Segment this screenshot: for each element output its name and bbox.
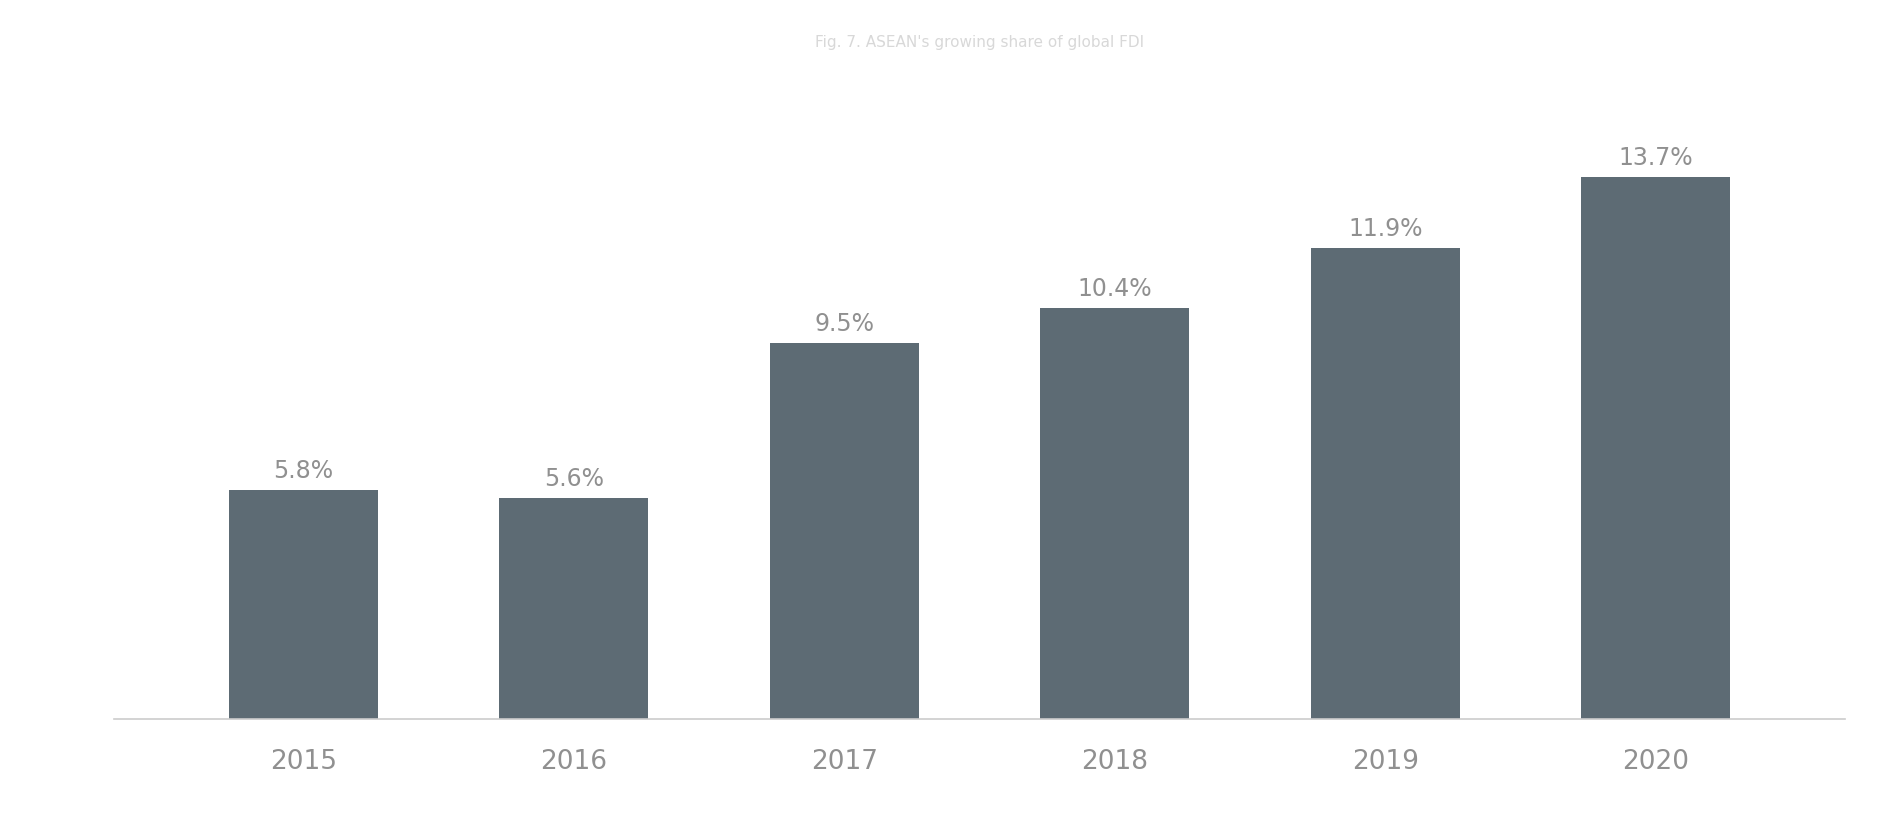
Text: 9.5%: 9.5% bbox=[814, 313, 875, 337]
Bar bbox=[1581, 177, 1731, 719]
Text: 11.9%: 11.9% bbox=[1349, 218, 1423, 241]
Title: Fig. 7. ASEAN's growing share of global FDI: Fig. 7. ASEAN's growing share of global … bbox=[814, 35, 1145, 50]
Bar bbox=[1040, 308, 1189, 719]
Text: 13.7%: 13.7% bbox=[1619, 146, 1693, 170]
Text: 10.4%: 10.4% bbox=[1077, 276, 1153, 300]
Text: 5.6%: 5.6% bbox=[544, 466, 603, 490]
Bar bbox=[770, 343, 919, 719]
Text: 5.8%: 5.8% bbox=[274, 459, 333, 483]
Bar bbox=[500, 498, 649, 719]
Bar bbox=[1310, 248, 1459, 719]
Bar bbox=[228, 490, 378, 719]
